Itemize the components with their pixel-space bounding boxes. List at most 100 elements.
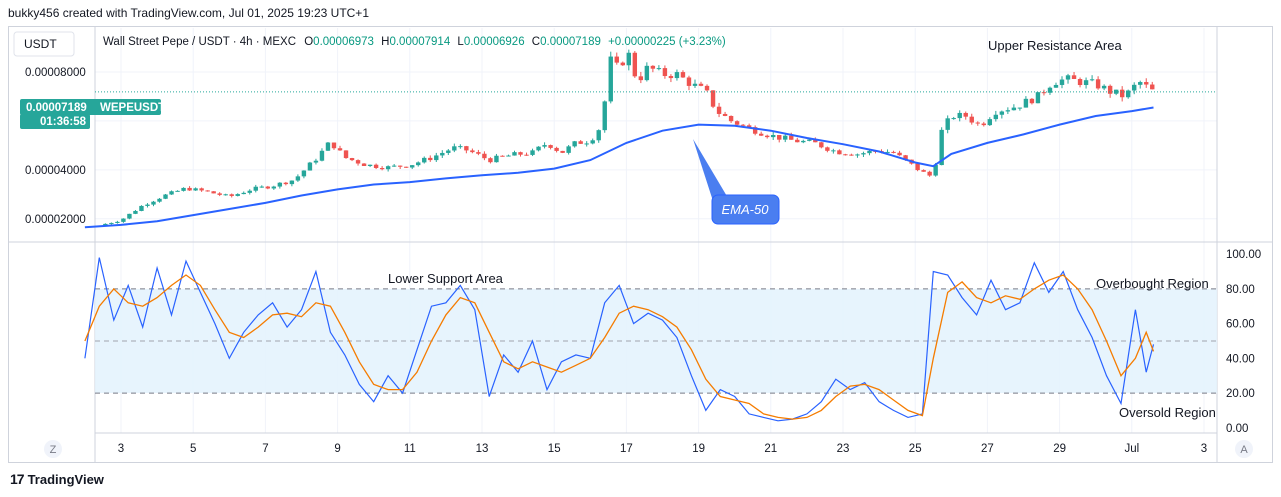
candle-body: [223, 194, 228, 196]
candle-body: [241, 192, 246, 195]
legend-low-label: L: [457, 36, 464, 48]
upper-resistance-label: Upper Resistance Area: [988, 38, 1122, 53]
candle-body: [121, 218, 126, 222]
candle-body: [686, 77, 692, 86]
candle-body: [1119, 89, 1125, 98]
overbought-label: Overbought Region: [1096, 276, 1209, 291]
candle-body: [1053, 84, 1059, 88]
candle-body: [801, 140, 806, 143]
candle-body: [819, 142, 824, 148]
candle-body: [969, 116, 974, 123]
time-tick-label: 27: [981, 443, 994, 455]
candle-body: [620, 62, 625, 66]
candle-body: [265, 186, 271, 189]
candle-body: [109, 222, 114, 224]
footer-brand-label: TradingView: [27, 471, 104, 487]
candle-body: [307, 162, 313, 171]
candle-body: [861, 153, 866, 155]
candle-body: [764, 135, 770, 138]
candle-body: [169, 191, 174, 195]
candle-body: [638, 76, 644, 81]
candle-body: [416, 162, 421, 166]
candle-body: [403, 166, 409, 168]
legend-high-label: H: [381, 36, 389, 48]
price-tag-price: 0.00007189: [26, 102, 87, 114]
candle-body: [692, 83, 698, 86]
currency-button-label[interactable]: USDT: [24, 37, 57, 51]
candle-body: [807, 139, 812, 141]
stochastic-d-line: [84, 274, 1155, 420]
candle-body: [391, 165, 397, 167]
candle-body: [361, 163, 367, 167]
ema-callout: [711, 194, 780, 225]
candle-body: [193, 188, 198, 191]
candle-body: [494, 155, 499, 163]
candle-body: [662, 68, 668, 77]
candle-body: [175, 190, 180, 192]
candle-body: [777, 135, 782, 140]
candle-body: [560, 150, 565, 153]
candle-body: [1035, 92, 1041, 104]
price-tick-label: 0.00002000: [25, 214, 86, 226]
candle-body: [572, 141, 577, 147]
footer-brand: 17 TradingView: [10, 471, 104, 487]
time-tick-label: 11: [404, 443, 416, 455]
z-button[interactable]: [44, 440, 62, 458]
candle-body: [614, 56, 619, 63]
candle-body: [813, 139, 818, 143]
candle-body: [831, 150, 836, 152]
candle-body: [542, 145, 547, 147]
candle-body: [337, 148, 343, 151]
candle-body: [668, 76, 674, 79]
candle-body: [1071, 75, 1077, 79]
candle-body: [867, 150, 872, 154]
stochastic-tick-label: 80.00: [1226, 284, 1255, 296]
time-tick-label: 21: [764, 443, 777, 455]
candle-body: [897, 152, 902, 156]
legend-close-label: C: [532, 36, 540, 48]
candle-body: [1005, 110, 1011, 112]
candle-body: [512, 152, 517, 156]
candle-body: [915, 163, 920, 171]
candle-body: [410, 165, 415, 168]
a-button-label[interactable]: A: [1240, 444, 1248, 456]
candle-body: [999, 111, 1005, 115]
candle-body: [1125, 90, 1131, 98]
candle-body: [903, 155, 908, 160]
candle-body: [1065, 75, 1071, 80]
candle-body: [422, 157, 427, 163]
z-button-label[interactable]: Z: [50, 444, 57, 456]
candle-body: [837, 150, 842, 155]
time-tick-label: 23: [837, 443, 850, 455]
candle-body: [235, 194, 240, 196]
candle-body: [103, 223, 108, 226]
candle-body: [602, 101, 607, 131]
candle-body: [1138, 82, 1143, 85]
candle-body: [1077, 78, 1083, 86]
candle-body: [295, 176, 301, 181]
candle-body: [566, 146, 571, 153]
currency-button[interactable]: [13, 31, 75, 57]
a-button[interactable]: [1235, 440, 1253, 458]
ema-callout-pointer: [693, 139, 728, 198]
candle-body: [885, 151, 890, 153]
candle-body: [734, 121, 740, 125]
time-tick-label: 5: [190, 443, 196, 455]
candle-body: [428, 157, 433, 161]
candle-body: [975, 122, 980, 124]
candle-body: [933, 165, 938, 176]
candle-body: [518, 152, 523, 155]
candle-body: [313, 160, 319, 163]
time-tick-label: 17: [620, 443, 633, 455]
candle-body: [229, 194, 234, 196]
price-tag: [20, 99, 161, 115]
legend: Wall Street Pepe / USDT · 4h · MEXC O0.0…: [103, 36, 726, 48]
candle-body: [385, 166, 391, 170]
candle-body: [963, 112, 968, 117]
candle-body: [783, 135, 788, 140]
candle-body: [163, 194, 168, 199]
candle-body: [464, 146, 469, 151]
candle-body: [181, 187, 186, 191]
candle-body: [855, 154, 860, 156]
